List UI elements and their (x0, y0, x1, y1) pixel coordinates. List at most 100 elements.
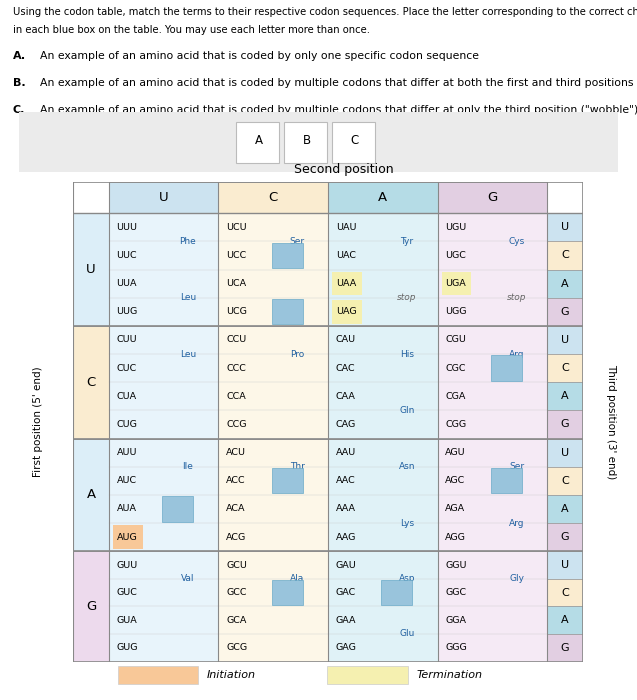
Text: UGG: UGG (445, 307, 467, 316)
FancyBboxPatch shape (491, 356, 522, 381)
Text: G: G (86, 600, 96, 613)
Text: AAU: AAU (336, 448, 356, 457)
Text: G: G (487, 191, 497, 204)
Text: Leu: Leu (180, 349, 196, 358)
Text: CGU: CGU (445, 335, 466, 344)
Text: GGA: GGA (445, 615, 466, 624)
Text: CCA: CCA (226, 392, 246, 401)
Text: A.: A. (13, 50, 26, 61)
Text: CCG: CCG (226, 420, 247, 429)
Text: G: G (561, 307, 569, 317)
Text: A: A (561, 504, 569, 514)
Text: U: U (561, 447, 569, 458)
Text: U: U (86, 263, 96, 276)
Text: Thr: Thr (290, 462, 305, 471)
Bar (547, 634, 583, 662)
Text: UCA: UCA (226, 279, 247, 288)
Bar (547, 241, 583, 270)
Bar (73, 438, 109, 551)
Bar (73, 214, 109, 326)
Text: First position (5' end): First position (5' end) (33, 366, 43, 477)
Text: Pro: Pro (290, 349, 304, 358)
Text: Gln: Gln (399, 406, 415, 415)
Text: U: U (561, 335, 569, 345)
Text: Ser: Ser (509, 462, 524, 471)
Text: GGC: GGC (445, 588, 466, 597)
Text: U: U (561, 560, 569, 570)
Text: Leu: Leu (180, 293, 196, 302)
Text: AUA: AUA (117, 505, 136, 514)
Text: CUA: CUA (117, 392, 137, 401)
Text: Asp: Asp (399, 574, 415, 583)
Text: B: B (303, 134, 311, 147)
Text: A: A (561, 615, 569, 625)
Bar (327, 666, 408, 684)
Text: GCU: GCU (226, 561, 247, 570)
Bar (328, 326, 438, 438)
FancyBboxPatch shape (382, 580, 412, 605)
Text: A: A (561, 279, 569, 288)
Text: Val: Val (181, 574, 194, 583)
Text: AUG: AUG (117, 533, 138, 542)
Text: Third position (3' end): Third position (3' end) (606, 364, 617, 480)
Text: A: A (378, 191, 387, 204)
Text: C.: C. (13, 106, 25, 116)
Bar (218, 214, 328, 326)
Text: CUG: CUG (117, 420, 138, 429)
Text: GUG: GUG (117, 643, 138, 652)
Text: Second position: Second position (294, 163, 394, 176)
Text: UUC: UUC (117, 251, 137, 260)
Text: CGG: CGG (445, 420, 466, 429)
Bar (328, 182, 438, 214)
Text: Glu: Glu (399, 629, 415, 638)
Text: B.: B. (13, 78, 25, 88)
Bar (547, 214, 583, 242)
Text: Using the codon table, match the terms to their respective codon sequences. Plac: Using the codon table, match the terms t… (13, 7, 637, 17)
Text: in each blue box on the table. You may use each letter more than once.: in each blue box on the table. You may u… (13, 25, 369, 35)
Bar (547, 467, 583, 495)
Text: AAG: AAG (336, 533, 356, 542)
Bar (218, 326, 328, 438)
Text: C: C (561, 363, 569, 373)
Bar (438, 551, 547, 661)
Text: UUA: UUA (117, 279, 137, 288)
Bar (547, 579, 583, 606)
Text: GGU: GGU (445, 561, 467, 570)
Text: C: C (561, 587, 569, 598)
Text: A: A (561, 391, 569, 401)
FancyBboxPatch shape (236, 122, 279, 163)
FancyBboxPatch shape (162, 496, 193, 522)
Text: AGC: AGC (445, 476, 466, 485)
Bar (218, 551, 328, 661)
Bar (547, 551, 583, 579)
FancyBboxPatch shape (272, 299, 303, 325)
Text: Asn: Asn (399, 462, 415, 471)
Text: AGA: AGA (445, 505, 466, 514)
Text: C: C (87, 376, 96, 389)
Bar (218, 182, 328, 214)
Bar (547, 606, 583, 634)
Text: GCA: GCA (226, 615, 247, 624)
Bar (109, 214, 218, 326)
Bar (118, 666, 198, 684)
Bar (438, 438, 547, 551)
Text: GAG: GAG (336, 643, 357, 652)
Bar (109, 551, 218, 661)
FancyBboxPatch shape (491, 468, 522, 493)
Text: ACA: ACA (226, 505, 246, 514)
Text: GCC: GCC (226, 588, 247, 597)
Text: AAC: AAC (336, 476, 355, 485)
Bar (438, 214, 547, 326)
Bar (328, 214, 438, 326)
Text: An example of an amino acid that is coded by only one specific codon sequence: An example of an amino acid that is code… (40, 50, 479, 61)
Bar (547, 270, 583, 298)
Text: CGC: CGC (445, 363, 466, 372)
Text: GUU: GUU (117, 561, 138, 570)
Text: UAC: UAC (336, 251, 355, 260)
Text: Cys: Cys (508, 237, 525, 246)
Text: ACG: ACG (226, 533, 247, 542)
Text: An example of an amino acid that is coded by multiple codons that differ at only: An example of an amino acid that is code… (40, 106, 637, 116)
Text: CUC: CUC (117, 363, 137, 372)
FancyBboxPatch shape (332, 122, 375, 163)
Bar (332, 300, 362, 323)
